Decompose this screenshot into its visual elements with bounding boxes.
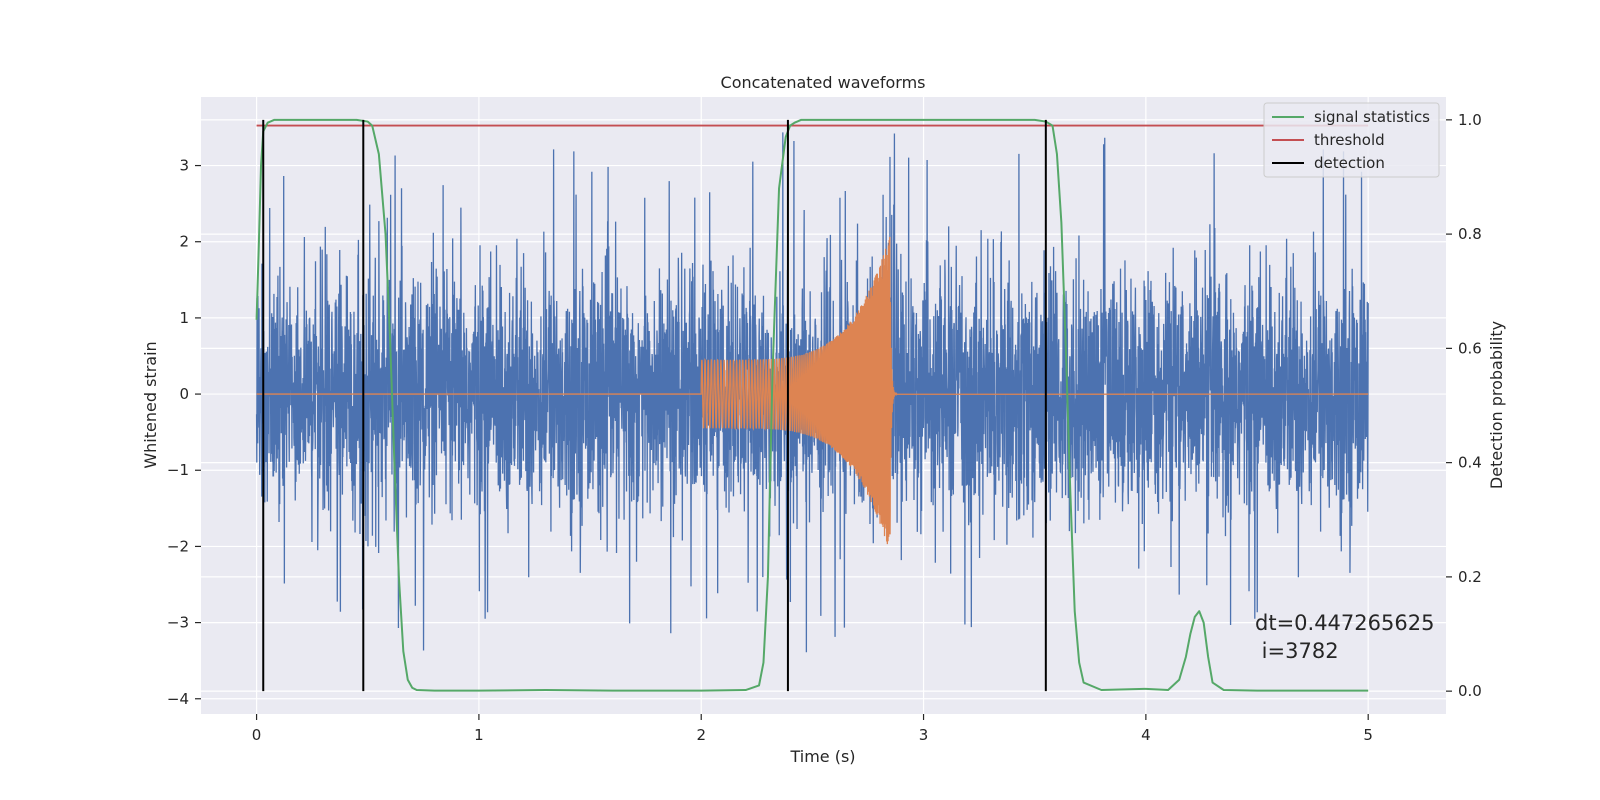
y-right-tick-label: 0.8 [1458, 225, 1482, 243]
x-tick-label: 1 [474, 726, 484, 744]
x-tick-label: 3 [919, 726, 929, 744]
y-tick-label: 1 [179, 309, 189, 327]
y-tick-label: −1 [167, 461, 189, 479]
y-right-tick-label: 1.0 [1458, 111, 1482, 129]
annotation: dt=0.447265625 i=3782 [1255, 611, 1434, 663]
y-tick-label: −3 [167, 614, 189, 632]
annotation-index: i=3782 [1255, 639, 1339, 663]
legend-label: detection [1314, 154, 1385, 172]
y-right-tick-label: 0.0 [1458, 682, 1482, 700]
legend: signal statistics threshold detection [1263, 102, 1440, 178]
legend-label: threshold [1314, 131, 1385, 149]
y-tick-label: 2 [179, 233, 189, 251]
x-tick-label: 2 [696, 726, 706, 744]
y-right-tick-label: 0.2 [1458, 568, 1482, 586]
y-right-tick-label: 0.6 [1458, 339, 1482, 357]
signal-statistics-line [255, 118, 1369, 692]
y-right-tick-label: 0.4 [1458, 454, 1482, 472]
axes: 0 1 2 3 4 5 −4 −3 −2 −1 0 1 2 3 0.0 0.2 0.4 0.6 0.8 1.0 [167, 111, 1482, 744]
chart-title: Concatenated waveforms [721, 73, 926, 92]
x-tick-label: 4 [1141, 726, 1151, 744]
injected-waveform-line [256, 236, 1369, 545]
y-axis-label: Whitened strain [141, 341, 160, 468]
plot-area [255, 118, 1369, 692]
y-tick-label: −2 [167, 537, 189, 555]
annotation-dt: dt=0.447265625 [1255, 611, 1434, 635]
x-axis-label: Time (s) [789, 747, 855, 766]
x-tick-label: 5 [1363, 726, 1373, 744]
y-tick-label: 3 [179, 157, 189, 175]
legend-box [1263, 102, 1440, 178]
y-tick-label: −4 [167, 690, 189, 708]
series-layer [255, 118, 1369, 692]
y-tick-label: 0 [179, 385, 189, 403]
legend-label: signal statistics [1314, 108, 1430, 126]
x-tick-label: 0 [252, 726, 262, 744]
y-axis-label-right: Detection probability [1487, 321, 1506, 489]
